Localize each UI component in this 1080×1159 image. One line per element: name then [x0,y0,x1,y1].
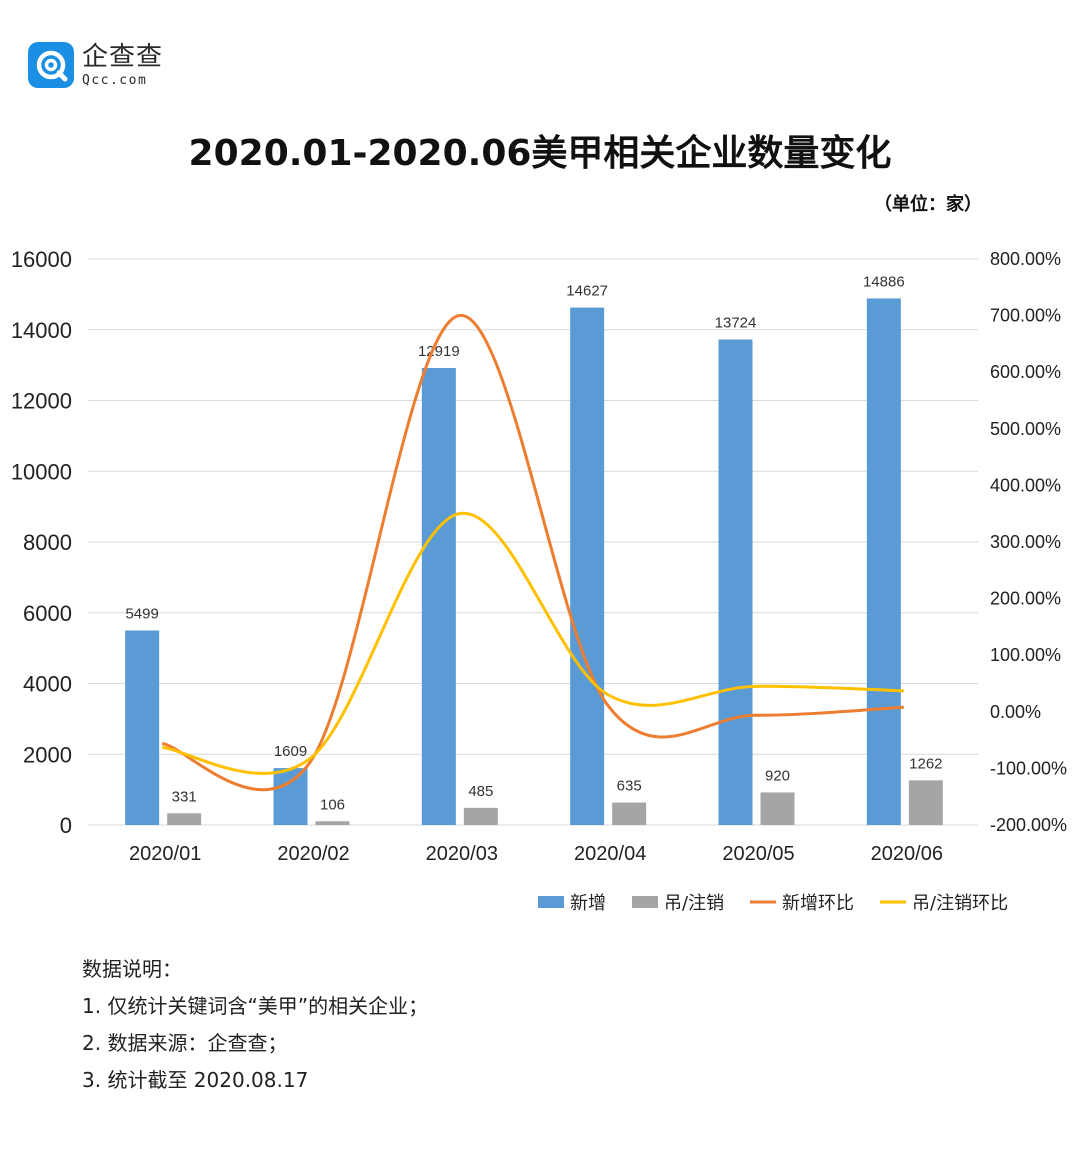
y2-tick-label: 0.00% [990,702,1041,722]
y-tick-label: 14000 [11,318,72,343]
chart-title: 2020.01-2020.06美甲相关企业数量变化 [188,133,892,174]
note-item: 3. 统计截至 2020.08.17 [82,1068,309,1092]
y2-tick-label: -200.00% [990,815,1067,835]
unit-label: （单位：家） [874,194,982,215]
data-label: 106 [320,796,345,813]
bar-新增 [125,630,160,825]
legend-swatch [632,896,658,908]
y2-tick-label: 700.00% [990,306,1061,326]
legend-label: 吊/注销 [664,893,724,914]
y2-tick-label: 100.00% [990,645,1061,665]
y-tick-label: 6000 [23,601,72,626]
bar-新增 [421,367,456,825]
data-label: 1609 [274,743,307,760]
y2-tick-label: 300.00% [990,532,1061,552]
bar-吊/注销 [315,821,350,825]
bar-吊/注销 [463,807,498,825]
note-item: 1. 仅统计关键词含“美甲”的相关企业； [82,994,429,1018]
data-label: 14886 [863,273,905,290]
x-tick-label: 2020/04 [574,843,646,865]
y-tick-label: 8000 [23,530,72,555]
data-label: 331 [172,788,197,805]
bar-吊/注销 [760,792,795,825]
data-label: 5499 [125,605,158,622]
data-label: 485 [468,783,493,800]
y2-tick-label: -100.00% [990,758,1067,778]
data-label: 920 [765,767,790,784]
x-tick-label: 2020/02 [277,843,349,865]
x-tick-label: 2020/01 [129,843,201,865]
notes-heading: 数据说明： [82,957,182,981]
y-tick-label: 16000 [11,247,72,272]
y2-tick-label: 800.00% [990,249,1061,269]
bar-新增 [866,298,901,826]
y-tick-label: 2000 [23,742,72,767]
bar-吊/注销 [908,780,943,825]
line-新增环比 [161,314,904,792]
legend-label: 吊/注销环比 [912,893,1008,914]
combo-chart: 0 2000 4000 6000 8000 10000 12000 14000 16000 -20… [11,247,1067,914]
y-tick-label: 4000 [23,672,72,697]
y-tick-label: 0 [60,813,72,838]
y2-tick-label: 600.00% [990,362,1061,382]
data-label: 13724 [715,315,757,332]
bar-新增 [570,307,605,825]
x-tick-label: 2020/05 [722,843,794,865]
legend-swatch [538,896,564,908]
legend-label: 新增环比 [782,893,854,914]
data-label: 635 [617,778,642,795]
bar-吊/注销 [167,813,202,825]
brand-domain: Qcc.com [82,72,148,88]
bar-新增 [273,768,308,825]
y-tick-label: 10000 [11,459,72,484]
legend-label: 新增 [570,893,606,914]
data-notes: 数据说明： 1. 仅统计关键词含“美甲”的相关企业； 2. 数据来源：企查查； … [82,955,428,1103]
brand-logo: 企查查 Qcc.com [28,42,163,88]
line-吊/注销环比 [161,512,904,775]
x-tick-label: 2020/06 [871,843,943,865]
data-label: 14627 [566,283,608,300]
qcc-logo-icon [28,42,74,88]
data-label: 12919 [418,343,460,360]
y2-tick-label: 500.00% [990,419,1061,439]
y-tick-label: 12000 [11,389,72,414]
bar-新增 [718,339,753,825]
x-tick-label: 2020/03 [426,843,498,865]
note-item: 2. 数据来源：企查查； [82,1031,288,1055]
bar-吊/注销 [612,802,647,825]
y2-tick-label: 200.00% [990,589,1061,609]
brand-name: 企查查 [82,41,164,72]
data-label: 1262 [909,755,942,772]
y2-tick-label: 400.00% [990,475,1061,495]
